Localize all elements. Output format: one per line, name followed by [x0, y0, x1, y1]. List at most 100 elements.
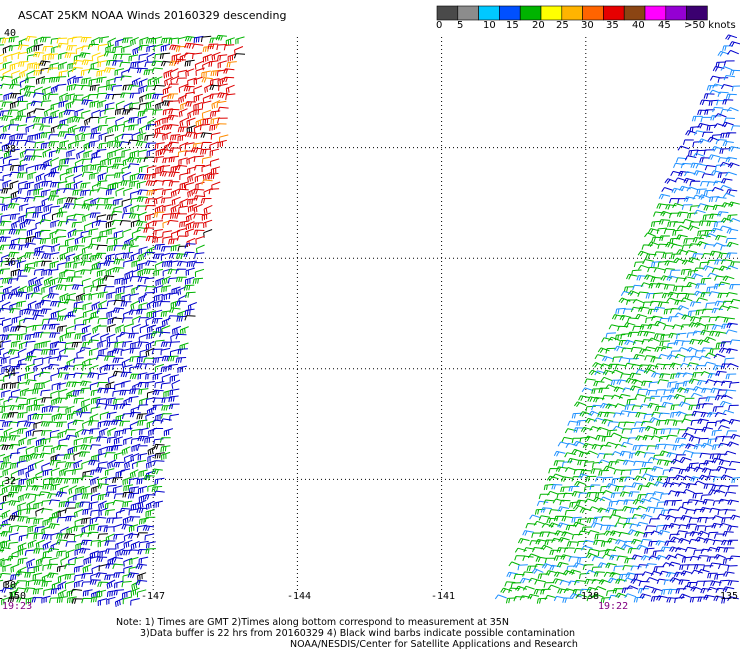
wind-barb: [130, 197, 141, 204]
wind-barb: [112, 357, 124, 364]
wind-barb: [145, 372, 155, 380]
wind-barb: [177, 134, 188, 142]
wind-barb: [152, 236, 163, 244]
wind-barb: [17, 547, 27, 557]
wind-barb: [127, 67, 140, 73]
wind-barb: [50, 372, 60, 382]
wind-barb: [547, 584, 560, 590]
wind-barb: [113, 245, 125, 251]
wind-barb: [80, 444, 92, 451]
wind-barb: [114, 133, 124, 143]
wind-barb: [96, 269, 107, 277]
wind-barb: [551, 484, 563, 490]
wind-barb: [644, 425, 657, 432]
wind-barb: [721, 121, 734, 128]
wind-barb: [32, 387, 43, 395]
wind-barb: [35, 470, 45, 480]
wind-barb: [692, 372, 703, 378]
wind-barb: [106, 411, 117, 419]
colorbar-label: 45: [658, 20, 671, 31]
wind-barb: [669, 428, 680, 434]
wind-barb: [668, 332, 680, 339]
wind-barb: [703, 93, 715, 99]
wind-barb: [679, 456, 692, 463]
wind-barb: [34, 131, 45, 140]
wind-barb: [87, 531, 99, 538]
wind-barb: [81, 94, 91, 104]
wind-barb: [24, 181, 35, 190]
wind-barb: [65, 331, 76, 339]
wind-barb: [146, 470, 156, 479]
wind-barb: [30, 100, 43, 107]
wind-barb: [17, 187, 29, 194]
wind-barb: [653, 566, 665, 572]
wind-barb: [179, 117, 189, 127]
wind-barb: [74, 108, 84, 117]
wind-barb: [152, 172, 163, 179]
wind-barb: [73, 245, 85, 251]
wind-barb: [697, 109, 709, 116]
wind-barb: [33, 51, 45, 58]
wind-barb: [176, 300, 187, 307]
wind-barb: [584, 498, 597, 504]
wind-barb: [120, 53, 131, 60]
wind-barb: [23, 587, 36, 593]
wind-barb: [684, 532, 696, 539]
wind-barb: [96, 244, 108, 251]
wind-barb: [39, 299, 51, 306]
wind-barb: [704, 165, 717, 171]
wind-barb: [136, 445, 148, 451]
wind-barb: [64, 133, 76, 140]
wind-barb: [129, 556, 139, 565]
wind-barb: [592, 496, 605, 503]
wind-barb: [170, 244, 181, 252]
wind-barb: [33, 260, 45, 268]
wind-barb: [729, 69, 740, 76]
wind-barb: [112, 267, 124, 273]
lon-label-138: -138: [575, 591, 600, 602]
wind-barb: [641, 339, 653, 345]
wind-barb: [49, 62, 60, 71]
wind-barb: [620, 290, 633, 297]
wind-barb: [728, 201, 740, 208]
wind-barb: [56, 83, 67, 91]
wind-barb: [81, 325, 91, 334]
wind-barb: [39, 125, 51, 131]
wind-barb: [706, 220, 718, 227]
wind-barb: [9, 83, 21, 90]
wind-barb: [97, 187, 109, 193]
wind-barb: [201, 164, 211, 173]
wind-barb: [83, 556, 93, 565]
wind-barb: [120, 371, 132, 378]
wind-barb: [99, 36, 109, 44]
wind-barb: [712, 444, 723, 450]
wind-barb: [70, 588, 83, 594]
wind-barb: [683, 177, 696, 184]
wind-barb: [137, 419, 148, 426]
wind-barb: [57, 165, 69, 171]
wind-barb: [49, 205, 60, 213]
wind-barb: [71, 36, 83, 43]
wind-barb: [9, 171, 21, 178]
wind-barb: [64, 298, 76, 305]
wind-barb: [107, 37, 117, 47]
wind-barb: [614, 364, 627, 370]
wind-barb: [119, 220, 131, 226]
wind-barb: [627, 548, 639, 554]
wind-barb: [121, 446, 131, 456]
wind-barb: [529, 540, 541, 546]
wind-barb: [618, 531, 631, 538]
wind-barb: [138, 165, 149, 173]
wind-barb: [18, 437, 28, 447]
lon-label-141: -141: [431, 591, 456, 602]
wind-barb: [659, 340, 671, 347]
wind-barb: [1, 101, 13, 107]
colorbar-label: 15: [506, 20, 519, 31]
wind-barb: [714, 113, 727, 118]
wind-barb: [565, 442, 578, 448]
wind-barb: [677, 225, 689, 230]
wind-barb: [111, 317, 123, 323]
wind-barb: [9, 443, 21, 450]
wind-barb: [152, 389, 164, 396]
